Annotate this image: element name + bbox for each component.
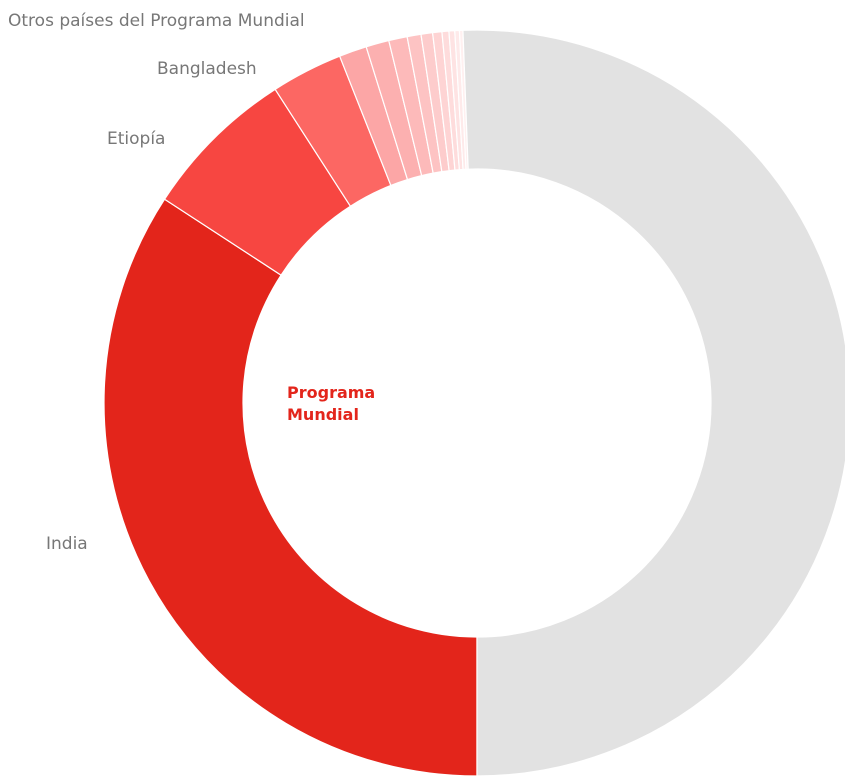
slice-label: India	[46, 534, 88, 554]
slice-label: Etiopía	[107, 129, 165, 149]
slice	[462, 29, 845, 777]
center-label: Programa Mundial	[287, 383, 376, 424]
group-label: Otros países del Programa Mundial	[8, 11, 305, 31]
slice-label: Bangladesh	[157, 59, 257, 79]
slice	[103, 198, 478, 777]
